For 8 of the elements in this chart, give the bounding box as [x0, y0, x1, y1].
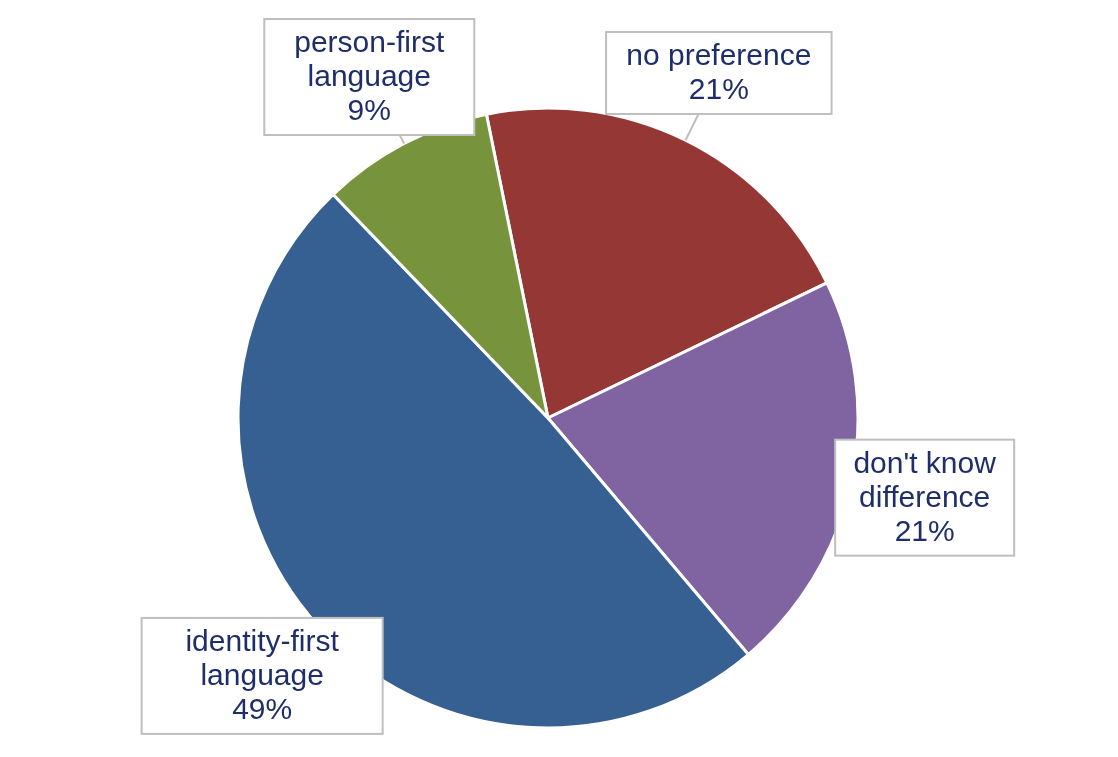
data-label: 21%: [894, 513, 955, 547]
slice-label: identity-first language: [185, 623, 340, 691]
data-label: 9%: [347, 93, 391, 126]
slice-label: no preference: [626, 37, 812, 71]
data-label: 21%: [688, 71, 749, 105]
data-label: 49%: [232, 691, 293, 725]
slice-label: person-first language: [294, 25, 445, 92]
slice-label: don't know difference: [853, 445, 997, 513]
